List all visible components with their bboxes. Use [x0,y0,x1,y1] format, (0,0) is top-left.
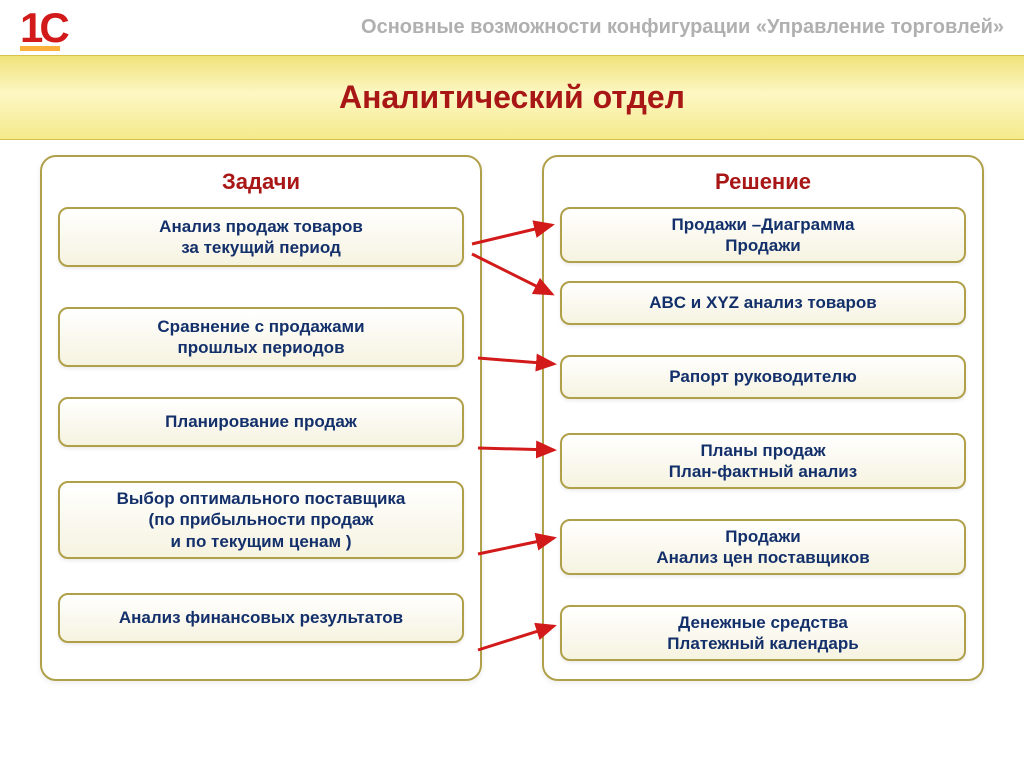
solution-item: Денежные средстваПлатежный календарь [560,605,966,661]
task-item-label: Сравнение с продажамипрошлых периодов [157,316,364,359]
solution-item-label: Продажи –ДиаграммаПродажи [671,214,854,257]
task-item-label: Планирование продаж [165,411,357,432]
solution-item: Планы продажПлан-фактный анализ [560,433,966,489]
solution-item: Рапорт руководителю [560,355,966,399]
solution-item: ABC и XYZ анализ товаров [560,281,966,325]
solution-item-label: Рапорт руководителю [669,366,856,387]
solution-item-label: Денежные средстваПлатежный календарь [667,612,858,655]
solutions-items: Продажи –ДиаграммаПродажи ABC и XYZ анали… [560,207,966,661]
task-item: Анализ финансовых результатов [58,593,464,643]
task-item: Сравнение с продажамипрошлых периодов [58,307,464,367]
title-band: Аналитический отдел [0,55,1024,140]
task-item-label: Выбор оптимального поставщика(по прибыль… [117,488,406,552]
solutions-panel-title: Решение [560,169,966,195]
solution-item: ПродажиАнализ цен поставщиков [560,519,966,575]
tasks-panel: Задачи Анализ продаж товаровза текущий п… [40,155,482,681]
header-strip: 1C Основные возможности конфигурации «Уп… [0,0,1024,55]
task-item: Анализ продаж товаровза текущий период [58,207,464,267]
solution-item-label: ABC и XYZ анализ товаров [649,292,877,313]
task-item-label: Анализ продаж товаровза текущий период [159,216,363,259]
task-item: Выбор оптимального поставщика(по прибыль… [58,481,464,559]
tasks-items: Анализ продаж товаровза текущий период Ср… [58,207,464,643]
content-area: Задачи Анализ продаж товаровза текущий п… [0,155,1024,681]
header-subtitle: Основные возможности конфигурации «Управ… [70,16,1024,39]
solution-item: Продажи –ДиаграммаПродажи [560,207,966,263]
task-item-label: Анализ финансовых результатов [119,607,403,628]
solution-item-label: Планы продажПлан-фактный анализ [669,440,857,483]
solution-item-label: ПродажиАнализ цен поставщиков [656,526,869,569]
tasks-panel-title: Задачи [58,169,464,195]
solutions-panel: Решение Продажи –ДиаграммаПродажи ABC и X… [542,155,984,681]
task-item: Планирование продаж [58,397,464,447]
logo-1c: 1C [0,4,70,51]
slide-title: Аналитический отдел [339,79,685,116]
